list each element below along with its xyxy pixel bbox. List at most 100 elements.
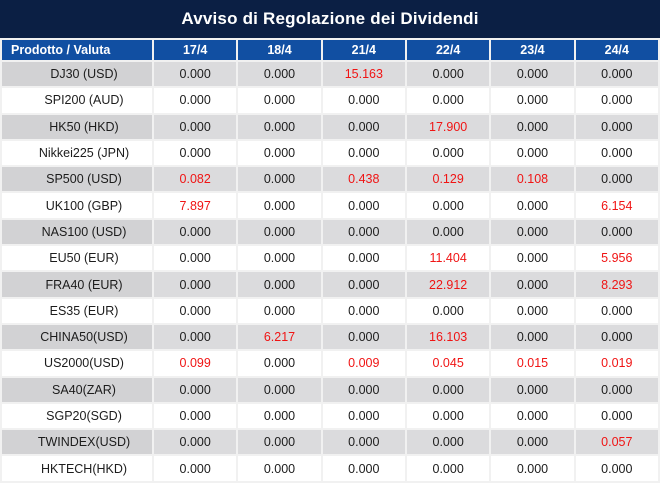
value-cell: 0.000: [575, 88, 658, 113]
product-cell: SGP20(SGD): [2, 403, 152, 429]
value-cell: 15.163: [322, 62, 405, 87]
value-cell: 0.099: [154, 351, 237, 376]
value-cell: 0.000: [491, 62, 574, 87]
value-cell: 0.129: [406, 167, 490, 192]
column-header-date-1: 17/4: [154, 40, 237, 60]
value-cell: 0.015: [491, 351, 574, 376]
product-cell: TWINDEX(USD): [2, 430, 152, 455]
table-row: ES35 (EUR) 0.000 0.000 0.000 0.000 0.000 0.000: [2, 298, 658, 323]
value-cell: 0.000: [406, 456, 490, 481]
value-cell: 0.000: [238, 140, 321, 166]
value-cell: 0.000: [491, 298, 574, 323]
dividends-table: Prodotto / Valuta 17/4 18/4 21/4 22/4 23…: [0, 38, 660, 483]
value-cell: 0.000: [406, 403, 490, 429]
value-cell: 0.000: [322, 193, 405, 218]
value-cell: 0.000: [238, 167, 321, 192]
value-cell: 0.000: [154, 246, 237, 271]
value-cell: 0.000: [575, 114, 658, 139]
value-cell: 0.000: [322, 377, 405, 402]
value-cell: 0.000: [322, 88, 405, 113]
product-cell: CHINA50(USD): [2, 324, 152, 350]
value-cell: 0.000: [491, 140, 574, 166]
product-cell: NAS100 (USD): [2, 219, 152, 245]
product-cell: SP500 (USD): [2, 167, 152, 192]
value-cell: 0.000: [575, 456, 658, 481]
value-cell: 8.293: [575, 272, 658, 297]
value-cell: 0.000: [154, 114, 237, 139]
value-cell: 0.000: [238, 88, 321, 113]
value-cell: 0.000: [154, 219, 237, 245]
table-row: TWINDEX(USD) 0.000 0.000 0.000 0.000 0.000 0.0…: [2, 430, 658, 455]
value-cell: 0.000: [154, 324, 237, 350]
value-cell: 0.000: [154, 430, 237, 455]
table-row: NAS100 (USD) 0.000 0.000 0.000 0.000 0.000 0.0…: [2, 219, 658, 245]
value-cell: 5.956: [575, 246, 658, 271]
product-cell: HKTECH(HKD): [2, 456, 152, 481]
column-header-date-2: 18/4: [238, 40, 321, 60]
value-cell: 0.009: [322, 351, 405, 376]
value-cell: 0.000: [154, 62, 237, 87]
value-cell: 0.000: [322, 456, 405, 481]
header-row: Prodotto / Valuta 17/4 18/4 21/4 22/4 23…: [2, 40, 658, 60]
value-cell: 0.000: [154, 272, 237, 297]
value-cell: 11.404: [406, 246, 490, 271]
table-row: SP500 (USD) 0.082 0.000 0.438 0.129 0.108 0.00…: [2, 167, 658, 192]
product-cell: SPI200 (AUD): [2, 88, 152, 113]
product-cell: Nikkei225 (JPN): [2, 140, 152, 166]
value-cell: 0.000: [322, 403, 405, 429]
value-cell: 6.217: [238, 324, 321, 350]
value-cell: 0.000: [491, 430, 574, 455]
value-cell: 0.000: [322, 140, 405, 166]
column-header-product: Prodotto / Valuta: [2, 40, 152, 60]
value-cell: 0.082: [154, 167, 237, 192]
value-cell: 0.000: [491, 403, 574, 429]
value-cell: 17.900: [406, 114, 490, 139]
value-cell: 0.000: [154, 456, 237, 481]
value-cell: 0.000: [238, 219, 321, 245]
value-cell: 0.000: [406, 219, 490, 245]
value-cell: 0.000: [322, 430, 405, 455]
value-cell: 6.154: [575, 193, 658, 218]
value-cell: 0.000: [154, 377, 237, 402]
value-cell: 0.019: [575, 351, 658, 376]
value-cell: 0.000: [575, 324, 658, 350]
value-cell: 0.000: [406, 298, 490, 323]
column-header-date-5: 23/4: [491, 40, 574, 60]
value-cell: 0.000: [154, 403, 237, 429]
value-cell: 0.000: [322, 114, 405, 139]
value-cell: 0.000: [406, 62, 490, 87]
value-cell: 16.103: [406, 324, 490, 350]
value-cell: 0.000: [491, 193, 574, 218]
value-cell: 0.108: [491, 167, 574, 192]
value-cell: 0.000: [238, 114, 321, 139]
value-cell: 0.000: [238, 246, 321, 271]
value-cell: 0.000: [238, 298, 321, 323]
table-row: EU50 (EUR) 0.000 0.000 0.000 11.404 0.000 5.95…: [2, 246, 658, 271]
product-cell: DJ30 (USD): [2, 62, 152, 87]
value-cell: 0.000: [575, 62, 658, 87]
table-row: Nikkei225 (JPN) 0.000 0.000 0.000 0.000 0.000…: [2, 140, 658, 166]
value-cell: 0.000: [322, 324, 405, 350]
value-cell: 0.000: [491, 377, 574, 402]
product-cell: SA40(ZAR): [2, 377, 152, 402]
table-row: UK100 (GBP) 7.897 0.000 0.000 0.000 0.000 6.15…: [2, 193, 658, 218]
value-cell: 0.000: [238, 351, 321, 376]
value-cell: 7.897: [154, 193, 237, 218]
value-cell: 0.000: [491, 324, 574, 350]
value-cell: 0.000: [575, 140, 658, 166]
product-cell: ES35 (EUR): [2, 298, 152, 323]
product-cell: UK100 (GBP): [2, 193, 152, 218]
value-cell: 0.438: [322, 167, 405, 192]
page-title: Avviso di Regolazione dei Dividendi: [0, 0, 660, 38]
value-cell: 0.000: [322, 272, 405, 297]
value-cell: 0.000: [406, 193, 490, 218]
value-cell: 0.000: [491, 88, 574, 113]
value-cell: 0.000: [575, 403, 658, 429]
value-cell: 0.000: [238, 377, 321, 402]
product-cell: HK50 (HKD): [2, 114, 152, 139]
value-cell: 0.000: [238, 403, 321, 429]
value-cell: 0.000: [406, 88, 490, 113]
table-row: DJ30 (USD) 0.000 0.000 15.163 0.000 0.000 0.00…: [2, 62, 658, 87]
value-cell: 0.000: [406, 140, 490, 166]
value-cell: 0.000: [575, 298, 658, 323]
